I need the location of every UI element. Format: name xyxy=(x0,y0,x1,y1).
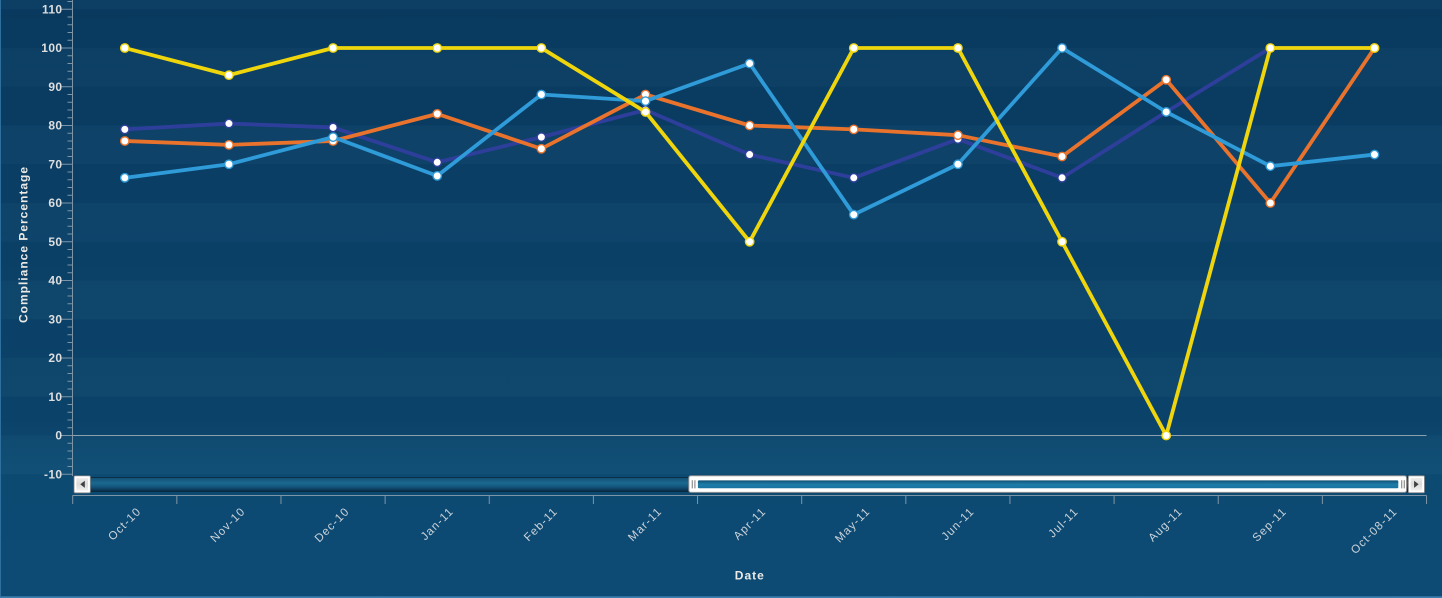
svg-text:70: 70 xyxy=(48,157,62,171)
svg-text:40: 40 xyxy=(48,274,62,288)
svg-text:30: 30 xyxy=(48,312,62,326)
svg-text:Date: Date xyxy=(735,568,765,582)
svg-text:Apr-11: Apr-11 xyxy=(732,506,769,543)
svg-text:Mar-11: Mar-11 xyxy=(626,506,664,544)
svg-text:Aug-11: Aug-11 xyxy=(1147,506,1186,545)
svg-text:110: 110 xyxy=(42,2,63,16)
svg-text:80: 80 xyxy=(48,119,62,133)
svg-text:Nov-10: Nov-10 xyxy=(209,506,248,545)
svg-text:Compliance Percentage: Compliance Percentage xyxy=(16,166,30,323)
svg-text:50: 50 xyxy=(48,235,62,249)
svg-text:Jul-11: Jul-11 xyxy=(1046,506,1081,541)
svg-text:Jun-11: Jun-11 xyxy=(940,506,977,543)
svg-text:100: 100 xyxy=(41,41,62,55)
svg-text:Sep-11: Sep-11 xyxy=(1251,506,1290,545)
svg-text:60: 60 xyxy=(48,196,62,210)
svg-text:Dec-10: Dec-10 xyxy=(313,506,352,545)
svg-text:0: 0 xyxy=(55,429,62,443)
svg-text:10: 10 xyxy=(48,390,62,404)
svg-text:90: 90 xyxy=(48,80,62,94)
svg-text:20: 20 xyxy=(48,351,62,365)
svg-text:Jan-11: Jan-11 xyxy=(419,506,456,543)
svg-text:Oct-08-11: Oct-08-11 xyxy=(1349,506,1400,557)
svg-text:Feb-11: Feb-11 xyxy=(522,506,560,544)
svg-text:May-11: May-11 xyxy=(833,506,873,546)
svg-text:Oct-10: Oct-10 xyxy=(106,506,144,544)
svg-text:-10: -10 xyxy=(44,467,63,481)
